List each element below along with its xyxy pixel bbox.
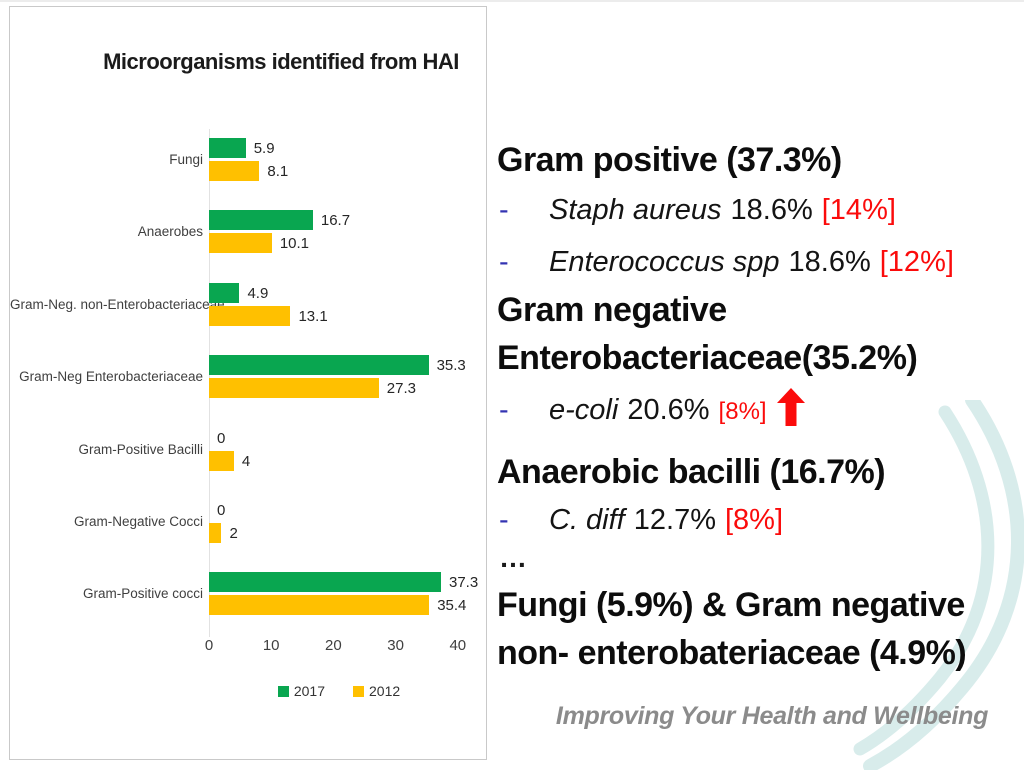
- bar-2012: [209, 595, 430, 616]
- previous-percentage-bracket: [8%]: [724, 504, 784, 536]
- x-axis-tick-label: 10: [262, 637, 280, 654]
- legend-item: 2017: [277, 683, 325, 699]
- chart-panel: Microorganisms identified from HAI Fungi…: [9, 6, 487, 760]
- tagline: Improving Your Health and Wellbeing: [555, 702, 989, 730]
- organism-percentage: 18.6%: [788, 246, 871, 278]
- previous-percentage-bracket: [14%]: [821, 194, 896, 226]
- bar-value-label: 35.3: [436, 357, 466, 375]
- organism-name: Staph aureus: [549, 194, 722, 226]
- bar-value-label: 2: [229, 525, 238, 542]
- note-heading-line: Anaerobic bacilli (16.7%): [497, 453, 886, 491]
- swirl-decoration: [853, 400, 1024, 770]
- category-label: Fungi: [169, 152, 203, 167]
- organism-name: e-coli: [549, 394, 619, 426]
- chart-title: Microorganisms identified from HAI: [103, 49, 459, 74]
- bar-value-label: 0: [217, 502, 226, 519]
- legend-label: 2012: [369, 683, 401, 699]
- ellipsis-text: …: [499, 542, 529, 573]
- note-heading: Gram positive (37.3%): [497, 136, 1013, 184]
- bar-2012: [209, 161, 260, 181]
- note-heading-line: non- enterobateriaceae (4.9%): [497, 634, 967, 672]
- category-label: Gram-Neg Enterobacteriaceae: [19, 369, 203, 385]
- x-axis-tick-label: 20: [325, 637, 342, 654]
- previous-percentage-bracket: [8%]: [718, 398, 767, 425]
- note-heading-line: Gram negative: [497, 291, 727, 329]
- note-heading-line: Fungi (5.9%) & Gram negative: [497, 586, 965, 624]
- bar-2012: [209, 523, 222, 543]
- bar-value-label: 8.1: [267, 163, 289, 180]
- bar-chart-plot: Fungi 5.9 8.1 Anaerobes 16.7 10.1 Gram-Neg. no…: [10, 7, 486, 759]
- category-label: Gram-Positive cocci: [82, 586, 203, 602]
- bar-2017: [209, 355, 429, 376]
- note-heading: Gram negative Enterobacteriaceae(35.2%): [497, 286, 1013, 382]
- bullet-dash: -: [499, 504, 509, 536]
- x-axis-tick-label: 30: [387, 637, 404, 654]
- bar-value-label: 5.9: [253, 140, 275, 157]
- legend-label: 2017: [293, 683, 325, 699]
- x-axis-tick-label: 0: [204, 637, 214, 654]
- bar-2012: [209, 305, 291, 326]
- organism-name: C. diff: [549, 504, 625, 536]
- category-label: Gram-Positive Bacilli: [78, 441, 203, 457]
- bar-2012: [209, 233, 272, 254]
- category-label: Anaerobes: [137, 224, 203, 240]
- legend-swatch-2017: [277, 685, 289, 697]
- bar-value-label: 16.7: [320, 212, 351, 230]
- increase-up-arrow-icon: [776, 388, 805, 426]
- legend-swatch-2012: [353, 685, 364, 697]
- organism-percentage: 20.6%: [627, 394, 710, 426]
- previous-percentage-bracket: [12%]: [879, 246, 954, 278]
- bar-value-label: 0: [217, 429, 226, 447]
- note-heading: Anaerobic bacilli (16.7%): [497, 448, 1013, 496]
- bar-value-label: 10.1: [279, 235, 310, 253]
- bar-value-label: 4: [241, 452, 251, 470]
- bar-2017: [209, 210, 313, 231]
- category-label: Gram-Neg. non-Enterobacteriaceae: [10, 296, 225, 312]
- bullet-dash: -: [499, 246, 509, 278]
- notes-column: Improving Your Health and Wellbeing Gram…: [497, 2, 1013, 770]
- bar-value-label: 35.4: [437, 597, 467, 615]
- note-bullet: - e-coli 20.6% [8%]: [499, 388, 1013, 432]
- x-axis-tick-label: 40: [449, 637, 467, 654]
- bar-2012: [209, 378, 379, 399]
- bar-value-label: 4.9: [247, 284, 269, 302]
- organism-percentage: 12.7%: [633, 504, 716, 536]
- bar-2017: [209, 138, 246, 158]
- note-bullet: - C. diff 12.7% [8%]: [499, 500, 1013, 540]
- bar-2012: [209, 450, 234, 471]
- organism-name: Enterococcus spp: [549, 246, 780, 278]
- bullet-dash: -: [499, 194, 509, 226]
- bar-value-label: 27.3: [386, 380, 416, 398]
- note-bullet: - Enterococcus spp 18.6% [12%]: [499, 242, 1013, 282]
- bullet-dash: -: [499, 394, 509, 426]
- note-heading: Fungi (5.9%) & Gram negative non- enterob…: [497, 581, 1013, 677]
- bar-2017: [209, 572, 441, 593]
- bar-value-label: 13.1: [298, 307, 328, 325]
- chart-legend: 2017 2012: [199, 683, 479, 699]
- bar-2017: [209, 282, 240, 303]
- organism-percentage: 18.6%: [730, 194, 813, 226]
- note-bullet: - Staph aureus 18.6% [14%]: [499, 190, 1013, 230]
- note-heading-line: Enterobacteriaceae(35.2%): [497, 339, 918, 377]
- category-label: Gram-Negative Cocci: [73, 514, 203, 529]
- note-heading-line: Gram positive (37.3%): [497, 141, 842, 179]
- bar-value-label: 37.3: [449, 574, 479, 592]
- legend-item: 2012: [353, 683, 400, 699]
